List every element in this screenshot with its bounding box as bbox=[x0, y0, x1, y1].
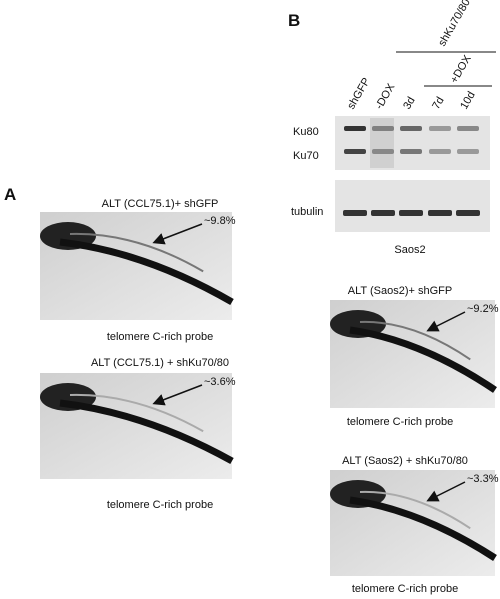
band bbox=[428, 210, 452, 216]
band-label: Ku70 bbox=[293, 150, 319, 162]
lane-label: shGFP bbox=[345, 76, 373, 112]
group-label: shKu70/80 bbox=[436, 0, 473, 48]
gel-arc bbox=[59, 238, 234, 306]
arrow bbox=[152, 223, 203, 245]
gel-arc bbox=[59, 399, 234, 465]
percent-label: ~3.6% bbox=[204, 376, 236, 388]
group-label: +DOX bbox=[448, 53, 474, 86]
gel-caption: telomere C-rich probe bbox=[347, 416, 453, 428]
band-label: Ku80 bbox=[293, 126, 319, 138]
gel-arc bbox=[359, 320, 471, 361]
lane-label: 7d bbox=[430, 95, 447, 112]
arrow bbox=[152, 384, 203, 406]
band bbox=[343, 210, 367, 216]
band bbox=[399, 210, 423, 216]
smear bbox=[370, 118, 394, 168]
band bbox=[457, 126, 479, 131]
gel-arc bbox=[69, 232, 204, 273]
cell-line: Saos2 bbox=[394, 244, 425, 256]
arrow bbox=[426, 481, 466, 502]
band bbox=[400, 126, 422, 131]
gel-title: ALT (CCL75.1)+ shGFP bbox=[102, 198, 219, 210]
gel-title: ALT (Saos2)+ shGFP bbox=[348, 285, 452, 297]
gel-caption: telomere C-rich probe bbox=[352, 583, 458, 595]
blot bbox=[335, 180, 490, 232]
band bbox=[344, 126, 366, 131]
gel-title: ALT (CCL75.1) + shKu70/80 bbox=[91, 357, 229, 369]
blot bbox=[335, 116, 490, 170]
band bbox=[344, 149, 366, 154]
percent-label: ~9.2% bbox=[467, 303, 499, 315]
percent-label: ~9.8% bbox=[204, 215, 236, 227]
lane-label: 10d bbox=[458, 90, 478, 112]
percent-label: ~3.3% bbox=[467, 473, 499, 485]
band-label: tubulin bbox=[291, 206, 323, 218]
lane-label: -DOX bbox=[373, 81, 397, 111]
panel-label: B bbox=[288, 11, 300, 30]
gel-arc bbox=[349, 496, 497, 561]
band bbox=[429, 149, 451, 154]
lane-label: 3d bbox=[401, 95, 418, 112]
band bbox=[456, 210, 480, 216]
band bbox=[457, 149, 479, 154]
gel-caption: telomere C-rich probe bbox=[107, 331, 213, 343]
gel-title: ALT (Saos2) + shKu70/80 bbox=[342, 455, 468, 467]
arrow bbox=[426, 311, 466, 332]
band bbox=[400, 149, 422, 154]
band bbox=[429, 126, 451, 131]
panel-label: A bbox=[4, 185, 16, 204]
gel-caption: telomere C-rich probe bbox=[107, 499, 213, 511]
gel-arc bbox=[349, 326, 497, 393]
gel-arc bbox=[359, 490, 471, 530]
band bbox=[371, 210, 395, 216]
gel-arc bbox=[69, 393, 204, 433]
